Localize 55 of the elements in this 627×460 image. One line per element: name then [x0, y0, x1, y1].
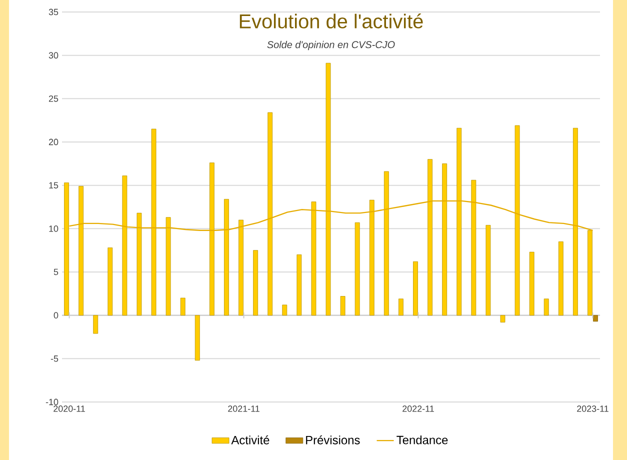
y-tick-label: 15 [49, 182, 58, 188]
bar [180, 298, 186, 316]
bar [282, 304, 288, 316]
bar [572, 128, 578, 316]
x-tick-label: 2021-11 [228, 406, 260, 412]
bar [529, 252, 534, 316]
bar [369, 200, 374, 316]
bar [326, 62, 331, 316]
bar [209, 162, 214, 316]
bar [413, 261, 418, 316]
x-tick-label: 2020-11 [54, 406, 85, 412]
bar [340, 296, 346, 316]
bar [471, 180, 476, 316]
y-tick-label: -5 [50, 356, 58, 362]
y-tick-label: 0 [54, 312, 58, 318]
bar [108, 248, 113, 316]
legend-label: Prévisions [306, 435, 360, 444]
bar [78, 186, 84, 316]
bar [558, 241, 564, 316]
bar [456, 128, 462, 316]
y-tick-label: 5 [54, 268, 58, 276]
y-tick-label: 25 [48, 95, 58, 102]
bar [151, 128, 156, 316]
bar [442, 163, 448, 316]
x-tick-label: 2023-11 [577, 406, 608, 412]
bar [354, 222, 360, 316]
bar [384, 171, 389, 316]
bar [500, 315, 506, 322]
bar [93, 315, 98, 334]
y-tick-label: 10 [49, 225, 58, 232]
legend-label: Tendance [396, 435, 448, 444]
legend-label: Activité [231, 435, 270, 444]
bar [268, 112, 273, 316]
bar [311, 202, 316, 316]
bar [486, 224, 491, 316]
bar [136, 212, 142, 316]
y-tick-label: -10 [46, 398, 58, 406]
bar [428, 159, 432, 316]
y-tick-label: 30 [48, 52, 58, 59]
bar [238, 220, 244, 316]
bar [122, 176, 128, 316]
bar [544, 298, 549, 316]
bar [166, 217, 171, 316]
x-tick-label: 2022-11 [402, 406, 434, 412]
bar [64, 182, 69, 316]
y-tick-label: 20 [48, 138, 58, 146]
text: Solde d'opinion en CVS-CJO [267, 40, 395, 50]
bar [296, 254, 302, 316]
bar [398, 298, 404, 316]
chart-title: Evolution de l'activité [240, 14, 423, 28]
bar [224, 198, 229, 316]
bar [194, 315, 200, 361]
y-tick-label: 35 [48, 8, 58, 16]
bar [253, 250, 258, 316]
bar [514, 125, 520, 316]
